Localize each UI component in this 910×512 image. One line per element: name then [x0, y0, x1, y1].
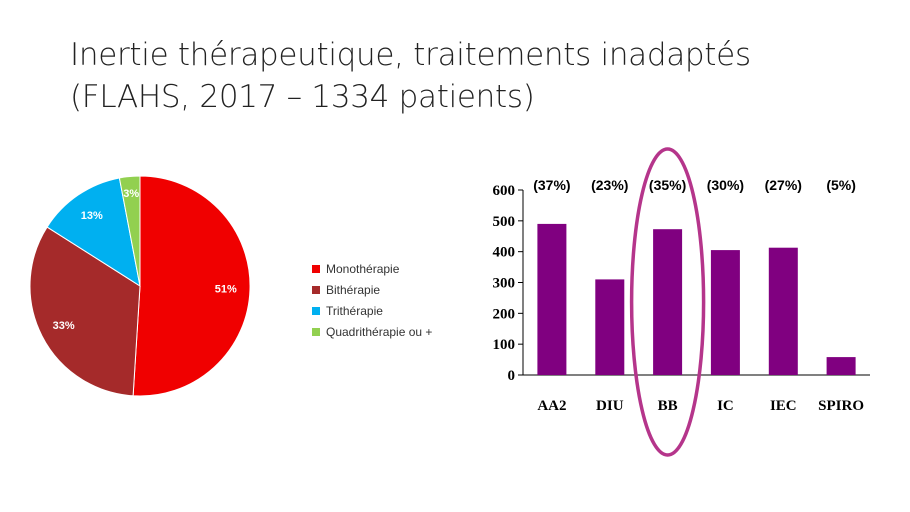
x-category-label: IC: [717, 398, 734, 414]
pie-slice-label: 3%: [123, 188, 139, 200]
y-tick-label: 300: [493, 276, 516, 292]
pie-slice: [118, 175, 141, 287]
pie-slice: [29, 226, 141, 397]
bar: [710, 250, 740, 375]
bar: [826, 357, 856, 375]
legend-item: Bithérapie: [312, 279, 432, 300]
legend-item: Trithérapie: [312, 300, 432, 321]
legend-label: Trithérapie: [326, 303, 383, 318]
legend-swatch: [312, 306, 320, 315]
bar: [595, 279, 625, 375]
legend-label: Monothérapie: [326, 261, 400, 276]
bar: [653, 229, 683, 375]
legend-swatch: [312, 264, 320, 273]
bar-percent-annotation: (30%): [707, 177, 744, 193]
slide-title: Inertie thérapeutique, traitements inada…: [70, 34, 890, 118]
y-tick-label: 0: [508, 368, 516, 384]
pie-legend: Monothérapie Bithérapie Trithérapie Quad…: [312, 258, 432, 342]
pie-slice-label: 13%: [81, 210, 103, 222]
legend-item: Quadrithérapie ou +: [312, 321, 432, 342]
x-category-label: AA2: [537, 398, 566, 414]
legend-item: Monothérapie: [312, 258, 432, 279]
bar-percent-annotation: (27%): [765, 177, 802, 193]
bar-percent-annotation: (23%): [591, 177, 628, 193]
y-tick-label: 500: [493, 214, 516, 230]
pie-slice-label: 51%: [215, 284, 237, 296]
bar-percent-annotation: (35%): [649, 177, 686, 193]
pie-slice: [46, 177, 141, 288]
pie-slice: [132, 175, 251, 397]
bar: [768, 247, 798, 375]
bar: [537, 223, 567, 375]
x-category-label: SPIRO: [818, 398, 864, 414]
legend-label: Quadrithérapie ou +: [326, 324, 433, 339]
highlight-ellipse: [629, 147, 706, 457]
y-tick-label: 100: [493, 337, 516, 353]
legend-swatch: [312, 285, 320, 294]
pie-slice-label: 33%: [53, 320, 75, 332]
x-category-label: DIU: [596, 398, 624, 414]
y-tick-label: 600: [493, 183, 516, 199]
y-tick-label: 200: [493, 306, 516, 322]
bar-percent-annotation: (37%): [533, 177, 570, 193]
slide-title-line-1: Inertie thérapeutique, traitements inada…: [70, 37, 751, 73]
legend-swatch: [312, 327, 320, 336]
legend-label: Bithérapie: [326, 282, 381, 297]
x-category-label: BB: [658, 398, 678, 414]
x-category-label: IEC: [770, 398, 797, 414]
bar-percent-annotation: (5%): [826, 177, 856, 193]
slide-title-line-2: (FLAHS, 2017 – 1334 patients): [70, 79, 535, 115]
y-tick-label: 400: [493, 245, 516, 261]
